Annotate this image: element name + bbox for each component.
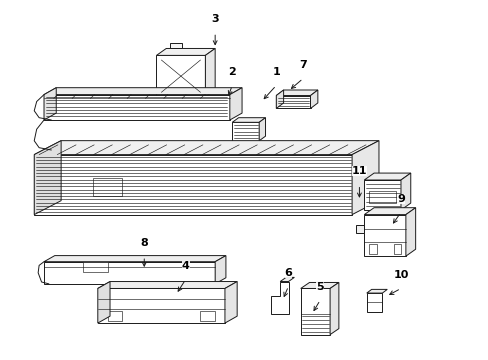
Polygon shape: [364, 173, 410, 180]
Polygon shape: [93, 178, 122, 196]
Polygon shape: [355, 225, 364, 233]
Text: 5: 5: [316, 282, 324, 292]
Polygon shape: [232, 122, 259, 141]
Polygon shape: [405, 208, 415, 256]
Polygon shape: [156, 49, 215, 55]
Polygon shape: [276, 90, 283, 108]
Polygon shape: [98, 282, 110, 323]
Polygon shape: [232, 118, 265, 122]
Polygon shape: [364, 208, 415, 215]
Polygon shape: [98, 282, 237, 288]
Polygon shape: [34, 141, 61, 215]
Text: 10: 10: [392, 270, 408, 280]
Text: 3: 3: [211, 14, 219, 24]
Polygon shape: [271, 282, 288, 314]
Text: 11: 11: [351, 166, 366, 176]
Polygon shape: [400, 173, 410, 210]
Polygon shape: [156, 55, 205, 97]
Polygon shape: [44, 256, 225, 262]
Polygon shape: [310, 90, 317, 108]
Text: 1: 1: [272, 67, 280, 77]
Polygon shape: [276, 90, 317, 95]
Polygon shape: [224, 282, 237, 323]
Polygon shape: [364, 180, 400, 210]
Polygon shape: [98, 288, 224, 323]
Text: 9: 9: [396, 194, 404, 204]
Polygon shape: [329, 283, 338, 334]
Polygon shape: [107, 311, 122, 321]
Polygon shape: [366, 293, 382, 311]
Polygon shape: [368, 244, 376, 254]
Text: 6: 6: [284, 268, 292, 278]
Polygon shape: [276, 95, 310, 108]
Polygon shape: [300, 283, 338, 288]
Polygon shape: [200, 311, 215, 321]
Polygon shape: [280, 278, 294, 282]
Polygon shape: [364, 215, 405, 256]
Polygon shape: [351, 141, 378, 215]
Text: 2: 2: [228, 67, 236, 77]
Polygon shape: [44, 95, 229, 120]
Polygon shape: [83, 262, 107, 272]
Text: 4: 4: [182, 261, 189, 271]
Polygon shape: [44, 88, 242, 95]
Polygon shape: [44, 262, 215, 284]
Polygon shape: [300, 288, 329, 334]
Polygon shape: [205, 49, 215, 97]
Polygon shape: [259, 118, 265, 141]
Text: 7: 7: [299, 60, 306, 70]
Polygon shape: [368, 190, 395, 202]
Polygon shape: [393, 244, 400, 254]
Polygon shape: [215, 256, 225, 284]
Polygon shape: [170, 43, 182, 49]
Polygon shape: [34, 154, 351, 215]
Polygon shape: [44, 88, 56, 120]
Text: 8: 8: [140, 238, 148, 248]
Polygon shape: [366, 289, 386, 293]
Polygon shape: [34, 141, 378, 154]
Polygon shape: [227, 141, 264, 152]
Polygon shape: [229, 88, 242, 120]
